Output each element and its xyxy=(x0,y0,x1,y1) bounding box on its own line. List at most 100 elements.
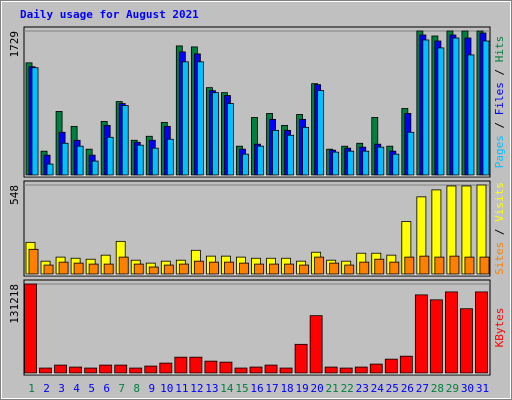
x-tick-label: 25 xyxy=(386,382,399,395)
x-tick-label: 30 xyxy=(461,382,474,395)
bar xyxy=(103,263,114,275)
legend-entry: Files xyxy=(493,82,506,115)
bar xyxy=(294,343,308,374)
legend-entry: Visits xyxy=(493,182,506,222)
bar xyxy=(204,360,218,374)
bar xyxy=(249,366,263,374)
bar xyxy=(24,283,37,374)
bar xyxy=(299,264,310,275)
x-tick-label: 15 xyxy=(235,382,248,395)
bar xyxy=(399,355,413,374)
y-tick-label: 548 xyxy=(8,185,21,205)
bar xyxy=(279,367,293,374)
x-tick-label: 6 xyxy=(103,382,110,395)
x-tick-label: 22 xyxy=(341,382,354,395)
bar xyxy=(359,261,370,275)
bar xyxy=(58,261,69,275)
bar xyxy=(189,356,203,374)
x-tick-label: 8 xyxy=(133,382,140,395)
bar xyxy=(46,163,54,176)
bar xyxy=(482,40,490,176)
chart-title: Daily usage for August 2021 xyxy=(20,8,199,21)
x-tick-label: 3 xyxy=(58,382,65,395)
y-tick-label: 131218 xyxy=(8,284,21,324)
bar xyxy=(99,364,113,374)
bar xyxy=(178,263,189,275)
bar xyxy=(324,366,338,374)
bar xyxy=(88,263,99,275)
bar xyxy=(377,146,385,176)
legend: KBytes xyxy=(493,308,506,348)
bar xyxy=(224,261,234,275)
bar xyxy=(91,160,99,176)
bar xyxy=(475,291,488,374)
bar xyxy=(163,264,174,275)
x-tick-label: 29 xyxy=(446,382,459,395)
bar xyxy=(39,367,52,374)
bar xyxy=(317,90,325,176)
bar xyxy=(148,266,159,275)
bar xyxy=(31,67,39,176)
bar xyxy=(339,367,353,374)
x-tick-label: 20 xyxy=(311,382,324,395)
bar xyxy=(129,367,143,374)
bar xyxy=(452,37,460,176)
x-tick-label: 12 xyxy=(190,382,203,395)
bar xyxy=(434,256,445,275)
bar xyxy=(144,365,158,374)
bar xyxy=(54,364,67,374)
bar xyxy=(234,367,248,374)
x-tick-label: 17 xyxy=(265,382,278,395)
bar xyxy=(272,129,279,176)
bar xyxy=(362,150,370,176)
bar xyxy=(314,256,325,275)
bar xyxy=(118,256,129,275)
legend: Sites / Visits xyxy=(493,182,506,275)
bar xyxy=(254,263,264,275)
bar xyxy=(422,39,430,176)
bar xyxy=(467,54,475,176)
legend-entry: Sites xyxy=(493,242,506,275)
bar xyxy=(43,264,54,275)
legend-separator: / xyxy=(493,115,506,135)
legend-separator: / xyxy=(493,222,506,242)
bar xyxy=(332,151,340,176)
bar xyxy=(106,136,114,176)
legend-separator: / xyxy=(493,62,506,82)
bar xyxy=(329,262,340,275)
bar xyxy=(239,262,249,275)
bar xyxy=(384,358,398,374)
bar xyxy=(269,263,279,275)
x-tick-label: 11 xyxy=(175,382,188,395)
bar xyxy=(302,126,310,176)
bar xyxy=(242,153,249,176)
y-tick-label: 1729 xyxy=(8,31,21,58)
bar xyxy=(479,256,490,275)
x-tick-label: 21 xyxy=(326,382,339,395)
legend-entry: Pages xyxy=(493,135,506,168)
bar xyxy=(264,364,278,374)
bar xyxy=(193,260,204,275)
x-tick-label: 4 xyxy=(73,382,80,395)
bar xyxy=(151,147,159,176)
x-tick-label: 18 xyxy=(280,382,293,395)
x-tick-label: 13 xyxy=(205,382,218,395)
x-tick-label: 23 xyxy=(356,382,369,395)
bar xyxy=(449,255,460,275)
bar xyxy=(347,150,355,176)
bar xyxy=(389,261,400,275)
x-tick-label: 19 xyxy=(295,382,308,395)
x-tick-label: 1 xyxy=(28,382,35,395)
bar xyxy=(404,256,415,275)
bar xyxy=(464,256,475,275)
x-tick-label: 31 xyxy=(476,382,489,395)
bar xyxy=(354,366,368,374)
x-tick-label: 5 xyxy=(88,382,95,395)
bar xyxy=(181,61,189,176)
bar xyxy=(407,131,415,176)
x-tick-label: 14 xyxy=(220,382,234,395)
bar xyxy=(369,363,383,374)
bar xyxy=(429,299,443,374)
